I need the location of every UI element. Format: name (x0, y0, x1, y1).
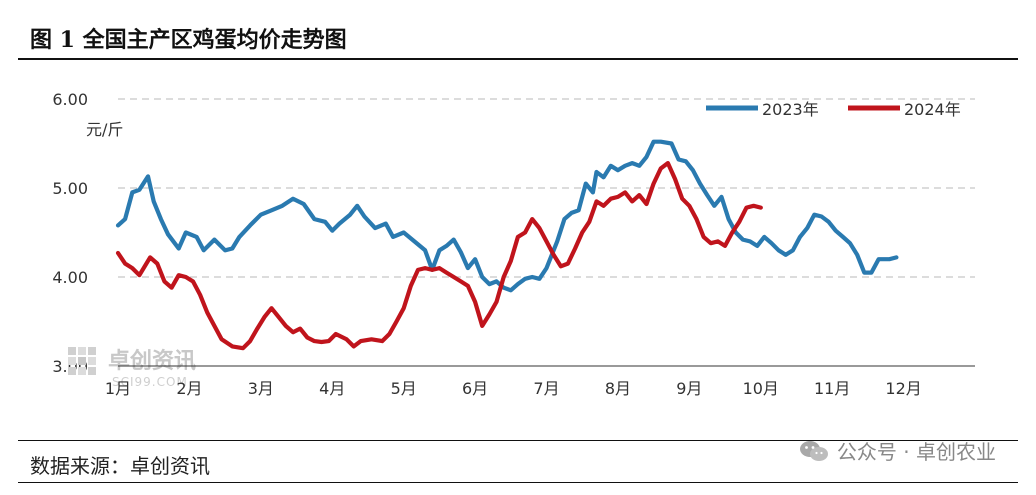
watermark-text: 卓创资讯 (108, 349, 196, 374)
bottom-rule (18, 482, 1018, 483)
series-lines (115, 139, 899, 351)
x-tick-label: 5月 (391, 379, 417, 398)
series-line-1 (115, 139, 899, 293)
x-axis-ticks: 1月 2月 3月 4月 5月 6月 7月 8月 9月 10月 11月 12月 (105, 379, 922, 398)
x-tick-label: 4月 (319, 379, 345, 398)
y-tick-label: 4.00 (52, 268, 88, 287)
legend-label: 2023年 (762, 100, 819, 119)
y-tick-label: 5.00 (52, 179, 88, 198)
x-tick-label: 3月 (248, 379, 274, 398)
wechat-badge: 公众号 · 卓创农业 (799, 436, 996, 465)
series-line-2 (115, 161, 763, 351)
legend-label: 2024年 (904, 100, 961, 119)
y-tick-label: 6.00 (52, 90, 88, 109)
watermark-logo: 卓创资讯 SCI99.COM (68, 347, 196, 389)
x-tick-label: 6月 (462, 379, 488, 398)
source-note: 数据来源：卓创资讯 (30, 454, 210, 478)
x-tick-label: 11月 (814, 379, 850, 398)
x-tick-label: 8月 (605, 379, 631, 398)
footer-rule (18, 440, 1018, 441)
x-tick-label: 1月 (105, 379, 131, 398)
x-tick-label: 12月 (885, 379, 921, 398)
x-tick-label: 10月 (743, 379, 779, 398)
grid-lines (118, 98, 975, 278)
page-title: 图 1 全国主产区鸡蛋均价走势图 (30, 27, 347, 53)
watermark-sub: SCI99.COM (112, 375, 188, 389)
y-axis-ticks: 6.005.004.003.00 (52, 90, 88, 376)
title-rule (18, 58, 1018, 60)
wechat-account-label: 公众号 · 卓创农业 (836, 440, 996, 464)
price-trend-chart: 6.005.004.003.00 元/斤 卓创资讯 SCI99.COM 1月 2月… (52, 90, 975, 398)
x-tick-label: 9月 (676, 379, 702, 398)
y-axis-unit-label: 元/斤 (86, 120, 123, 139)
wechat-icon (799, 440, 828, 461)
x-tick-label: 2月 (176, 379, 202, 398)
x-tick-label: 7月 (533, 379, 559, 398)
legend: 2023年 2024年 (706, 100, 961, 119)
